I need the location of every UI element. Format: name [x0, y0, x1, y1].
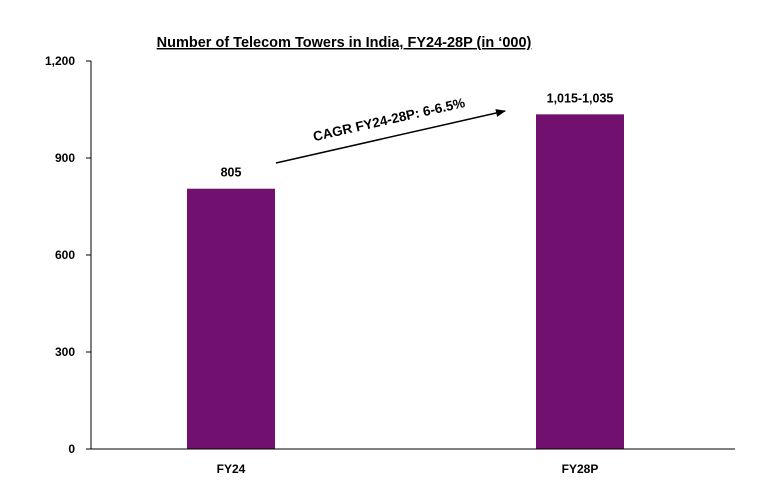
x-tick-label-fy28p: FY28P [562, 462, 599, 476]
x-tick-label-fy24: FY24 [217, 462, 246, 476]
data-label-fy24: 805 [221, 166, 242, 180]
y-tick-label: 0 [68, 442, 75, 456]
bar-fy28p [536, 114, 624, 449]
chart-title: Number of Telecom Towers in India, FY24-… [157, 35, 532, 51]
data-labels: 805 1,015-1,035 [221, 91, 614, 179]
cagr-arrow [275, 109, 506, 164]
y-axis-ticks: 0 300 600 900 1,200 [45, 54, 91, 456]
y-tick-label: 900 [55, 151, 75, 165]
x-axis-ticks: FY24 FY28P [217, 462, 599, 476]
y-tick-label: 300 [55, 345, 75, 359]
cagr-annotation: CAGR FY24-28P: 6-6.5% [275, 95, 506, 164]
bars [187, 114, 624, 449]
data-label-fy28p: 1,015-1,035 [547, 91, 614, 105]
bar-fy24 [187, 188, 275, 449]
y-tick-label: 600 [55, 248, 75, 262]
y-tick-label: 1,200 [45, 54, 75, 68]
